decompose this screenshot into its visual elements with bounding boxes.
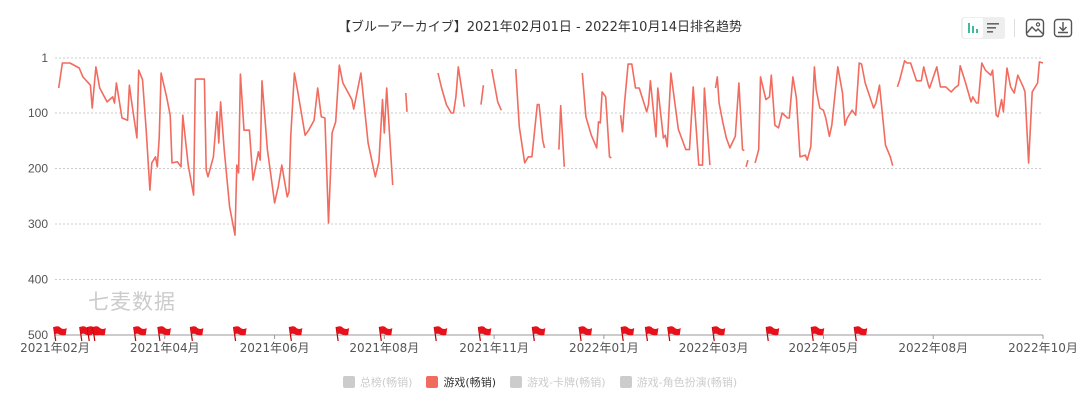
series-line-segment bbox=[437, 66, 466, 114]
event-flag-icon[interactable] bbox=[232, 326, 247, 342]
x-tick-label: 2021年02月 bbox=[20, 341, 90, 355]
series-line-segment bbox=[57, 62, 394, 236]
series-line-segment bbox=[619, 63, 711, 166]
series-line-segment bbox=[896, 60, 1044, 164]
event-flag-icon[interactable] bbox=[644, 326, 659, 342]
event-flag-icon[interactable] bbox=[433, 326, 448, 342]
event-flag-icon[interactable] bbox=[133, 326, 147, 342]
event-flag-icon[interactable] bbox=[53, 326, 67, 342]
legend-label: 游戏-角色扮演(畅销) bbox=[636, 376, 738, 389]
event-flag-icon[interactable] bbox=[531, 326, 546, 342]
event-flag-icon[interactable] bbox=[810, 326, 825, 342]
series-line-segment bbox=[490, 68, 503, 111]
event-flag-icon[interactable] bbox=[477, 326, 492, 342]
y-tick-label: 200 bbox=[28, 161, 48, 175]
download-button[interactable] bbox=[1052, 17, 1074, 39]
event-flag-icon[interactable] bbox=[667, 326, 681, 342]
series-line-segment bbox=[558, 104, 566, 167]
series-line-segment bbox=[405, 92, 408, 112]
image-icon bbox=[1025, 18, 1045, 38]
legend-swatch bbox=[619, 376, 632, 388]
event-flag-icon[interactable] bbox=[620, 326, 635, 342]
series-line-segment bbox=[745, 159, 749, 168]
x-tick-label: 2021年06月 bbox=[240, 341, 310, 355]
y-tick-label: 500 bbox=[28, 328, 48, 342]
event-flag-icon[interactable] bbox=[288, 326, 303, 342]
x-tick-label: 2021年04月 bbox=[130, 341, 200, 355]
legend-label: 游戏-卡牌(畅销) bbox=[527, 376, 606, 389]
y-tick-label: 400 bbox=[28, 272, 48, 286]
event-flag-icon[interactable] bbox=[378, 326, 393, 342]
x-tick-label: 2022年01月 bbox=[569, 341, 639, 355]
event-flag-icon[interactable] bbox=[189, 326, 204, 342]
event-flag-icon[interactable] bbox=[157, 326, 171, 342]
event-flag-icon[interactable] bbox=[578, 326, 593, 342]
chart-title: 【ブルーアーカイブ】2021年02月01日 - 2022年10月14日排名趋势 bbox=[338, 20, 742, 35]
toolbar-divider bbox=[1014, 19, 1015, 37]
x-tick-label: 2022年10月 bbox=[1008, 341, 1078, 355]
series-line-segment bbox=[480, 85, 485, 105]
x-tick-label: 2022年08月 bbox=[898, 341, 968, 355]
x-tick-label: 2021年08月 bbox=[349, 341, 419, 355]
legend-swatch bbox=[342, 376, 355, 388]
download-icon bbox=[1053, 18, 1073, 38]
y-tick-label: 300 bbox=[28, 217, 48, 231]
chart-legend: 总榜(畅销) 游戏(畅销) 游戏-卡牌(畅销) 游戏-角色扮演(畅销) bbox=[0, 374, 1080, 390]
event-flag-icon[interactable] bbox=[92, 326, 106, 342]
y-tick-label: 100 bbox=[28, 106, 48, 120]
series-line-segment bbox=[581, 72, 612, 159]
chart-toolbar bbox=[961, 16, 1080, 40]
legend-swatch bbox=[426, 376, 439, 388]
legend-swatch bbox=[510, 376, 523, 388]
legend-label: 游戏(畅销) bbox=[443, 376, 497, 389]
series-line-segment bbox=[714, 76, 745, 152]
event-flag-icon[interactable] bbox=[335, 326, 350, 342]
legend-item-rpg-games[interactable]: 游戏-角色扮演(畅销) bbox=[619, 374, 738, 390]
x-tick-label: 2022年05月 bbox=[789, 341, 859, 355]
list-icon[interactable] bbox=[983, 18, 1003, 38]
chart-view-toggle[interactable] bbox=[961, 17, 1005, 39]
bar-chart-icon[interactable] bbox=[963, 18, 983, 38]
legend-item-overall[interactable]: 总榜(畅销) bbox=[342, 374, 413, 390]
series-line-segment bbox=[754, 62, 894, 166]
x-tick-label: 2021年11月 bbox=[459, 341, 529, 355]
legend-label: 总榜(畅销) bbox=[359, 376, 413, 389]
x-tick-label: 2022年03月 bbox=[679, 341, 749, 355]
watermark-logo: 七麦数据 bbox=[88, 290, 176, 314]
event-flag-icon[interactable] bbox=[765, 326, 780, 342]
event-flag-icon[interactable] bbox=[853, 326, 868, 342]
legend-item-games[interactable]: 游戏(畅销) bbox=[426, 374, 496, 390]
y-tick-label: 1 bbox=[41, 51, 48, 65]
legend-item-card-games[interactable]: 游戏-卡牌(畅销) bbox=[510, 374, 606, 390]
event-flag-icon[interactable] bbox=[711, 326, 726, 342]
save-image-button[interactable] bbox=[1024, 17, 1046, 39]
series-line-segment bbox=[514, 69, 546, 164]
